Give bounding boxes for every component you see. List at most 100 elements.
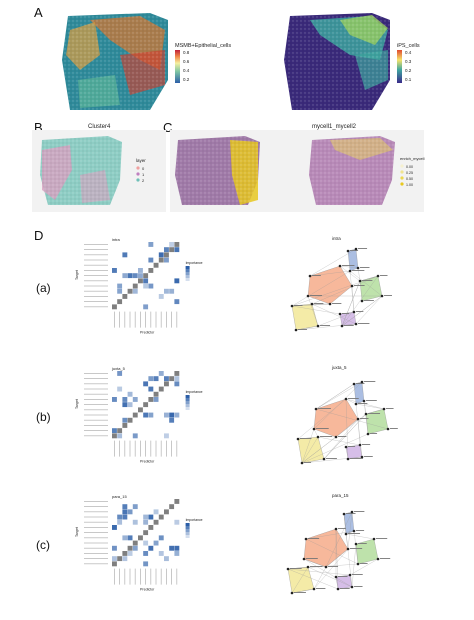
heatmap-legend-title: Importance	[186, 390, 203, 394]
heatmap-cell	[169, 278, 175, 284]
heatmap-cell	[169, 247, 175, 253]
heatmap-cell	[174, 428, 180, 434]
heatmap-cell	[132, 299, 138, 305]
network-node-label	[364, 456, 373, 457]
panel-c-left-tissue	[175, 136, 260, 205]
heatmap-cell	[143, 540, 149, 546]
heatmap-cell	[127, 525, 133, 530]
heatmap-cell	[153, 299, 159, 305]
heatmap-cell	[153, 556, 159, 562]
legend-swatch	[185, 278, 190, 281]
row-label: (b)	[36, 410, 51, 424]
legend-tick: 0.50	[406, 177, 413, 181]
row-tick-label	[84, 306, 108, 308]
heatmap-title: juxta_5	[111, 366, 126, 371]
legend-tick: 0.3	[405, 59, 412, 64]
panel-a-right-legend: iPS_cells 0.4 0.3 0.2 0.1	[397, 43, 420, 83]
col-tick-label	[150, 568, 152, 585]
heatmap-cell	[138, 371, 143, 376]
heatmap-cell	[132, 412, 138, 418]
heatmap-cell	[143, 386, 149, 392]
network-node-label	[346, 513, 356, 514]
heatmap-cell	[164, 299, 169, 305]
heatmap-cell	[127, 519, 133, 525]
heatmap-cell	[138, 391, 143, 397]
heatmap-cell	[127, 268, 133, 273]
network-node	[350, 284, 354, 288]
heatmap-cell	[117, 509, 123, 515]
heatmap-cell	[127, 381, 133, 387]
network-node	[334, 435, 338, 439]
heatmap-cell	[117, 262, 123, 268]
heatmap-cell	[169, 535, 175, 541]
heatmap-cell	[174, 509, 180, 515]
heatmap-cell	[112, 499, 117, 504]
row-tick-label	[84, 259, 108, 261]
heatmap-cell	[169, 540, 175, 546]
heatmap-cell	[148, 294, 154, 299]
heatmap-cell	[127, 283, 133, 289]
heatmap-cell	[132, 242, 138, 247]
heatmap-cell	[174, 397, 180, 402]
heatmap-cell	[174, 278, 180, 284]
heatmap-cell	[174, 376, 180, 382]
heatmap-cell	[148, 535, 154, 541]
row-label: (a)	[36, 281, 51, 295]
heatmap-cell	[138, 519, 143, 525]
heatmap-cell	[132, 407, 138, 413]
network-node-label	[306, 558, 318, 559]
heatmap-cell	[112, 257, 117, 263]
network-edge	[313, 428, 319, 438]
heatmap-cell	[143, 294, 149, 299]
heatmap-cell	[169, 561, 175, 567]
heatmap-cell	[127, 376, 133, 382]
network-node-label	[380, 275, 388, 276]
heatmap-cell	[132, 545, 138, 551]
network-node	[308, 274, 312, 278]
heatmap-cell	[127, 551, 133, 556]
heatmap-cell	[117, 525, 123, 530]
heatmap-cell	[117, 551, 123, 556]
heatmap-cell	[138, 499, 143, 504]
heatmap-cell	[169, 551, 175, 556]
heatmap-cell	[164, 283, 169, 289]
heatmap-cell	[169, 530, 175, 536]
col-tick-label	[176, 568, 178, 585]
heatmap-cell	[117, 268, 123, 273]
network-node-label	[370, 433, 378, 434]
network-node-label	[368, 413, 381, 414]
heatmap-cell	[148, 304, 154, 310]
heatmap-cell	[127, 386, 133, 392]
heatmap-cell	[153, 514, 159, 520]
col-tick-label	[134, 311, 136, 328]
heatmap-cell	[138, 262, 143, 268]
network-edge	[339, 265, 361, 282]
heatmap-cell	[138, 417, 143, 423]
network-edge	[345, 398, 357, 405]
heatmap-ylabel: Target	[75, 270, 79, 280]
heatmap-cell	[174, 499, 180, 504]
heatmap-cell	[169, 519, 175, 525]
heatmap-cell	[174, 530, 180, 536]
network-node	[306, 294, 310, 298]
heatmap-cell	[122, 273, 128, 279]
heatmap-cell	[174, 433, 180, 439]
heatmap-cell	[143, 299, 149, 305]
heatmap-cell	[169, 509, 175, 515]
col-tick-label	[145, 311, 146, 328]
heatmap-cell	[127, 545, 133, 551]
heatmap-cell	[164, 268, 169, 273]
network-node-label	[362, 280, 373, 281]
heatmap-cell	[112, 519, 117, 525]
network-edge	[291, 270, 351, 307]
heatmap-cell	[164, 423, 169, 428]
heatmap-cell	[112, 423, 117, 428]
heatmap-cell	[117, 402, 123, 408]
heatmap-cell	[122, 288, 128, 294]
network-node	[286, 567, 290, 571]
heatmap-cell	[164, 556, 169, 562]
network-cluster-hull	[353, 381, 365, 405]
col-tick-label	[155, 440, 157, 457]
heatmap-cell	[148, 381, 154, 387]
heatmap-cell	[138, 530, 143, 536]
